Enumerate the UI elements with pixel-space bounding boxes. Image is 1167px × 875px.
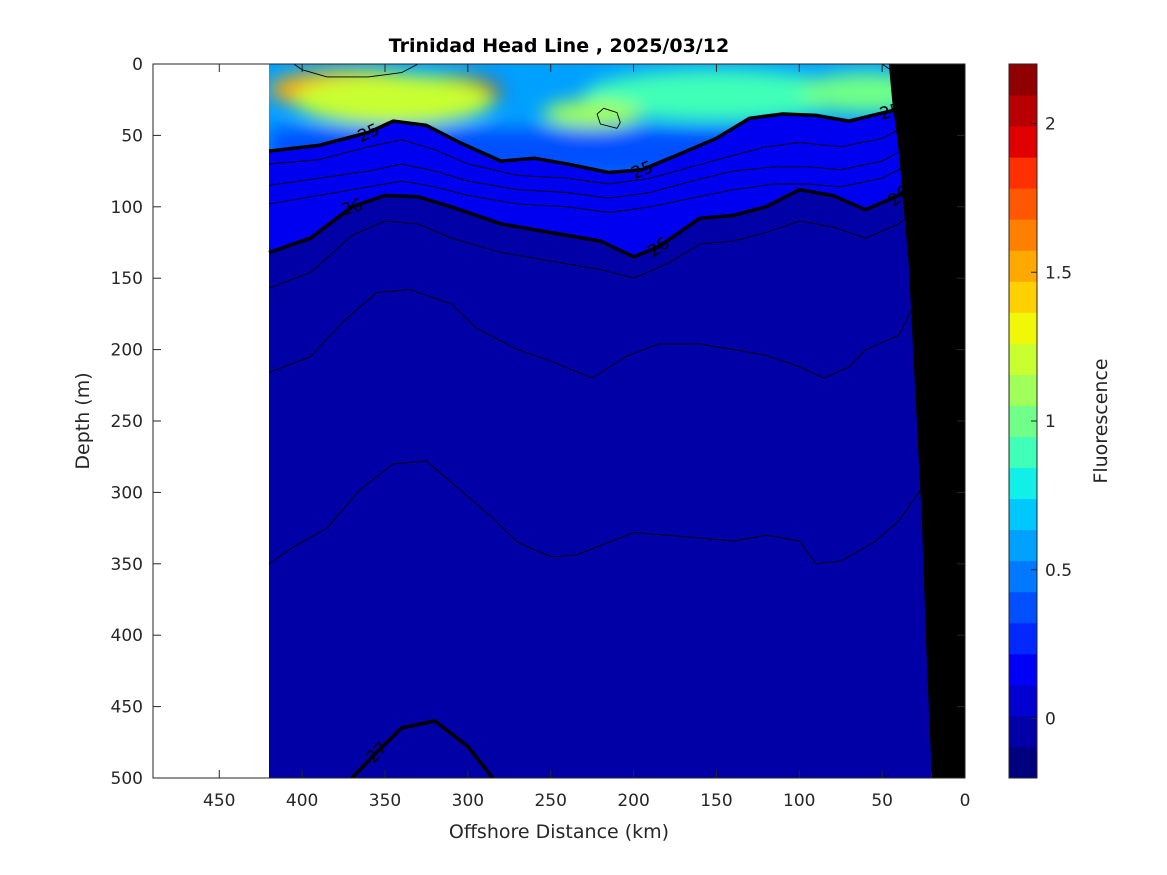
isopycnal-line	[268, 186, 933, 289]
colorbar-swatch	[1009, 436, 1037, 469]
x-tick-label: 50	[871, 791, 893, 811]
pycnocline-band	[269, 92, 932, 257]
fluorescence-patch	[293, 73, 493, 126]
isopycnal-line	[268, 157, 934, 259]
isopycnal-line	[268, 146, 933, 213]
colorbar-swatch	[1009, 250, 1037, 282]
x-tick-label: 350	[369, 791, 401, 811]
colorbar-swatch	[1009, 64, 1037, 96]
colorbar-tick-label: 1.5	[1045, 263, 1072, 283]
x-axis: 450 400 350 300 250 200 150 100 50 0	[203, 64, 970, 811]
y-axis-label: Depth (m)	[72, 372, 94, 469]
y-tick-label: 250	[111, 412, 143, 432]
colorbar-swatch	[1009, 95, 1037, 127]
x-tick-label: 200	[617, 791, 649, 811]
colorbar-swatch	[1009, 746, 1037, 779]
y-tick-label: 150	[111, 269, 143, 289]
x-tick-label: 300	[452, 791, 484, 811]
colorbar-tick-label: 2	[1045, 115, 1056, 135]
colorbar-tick-label: 1	[1045, 412, 1056, 432]
colorbar-swatch	[1009, 312, 1037, 344]
isopycnal-line	[268, 91, 933, 175]
x-tick-label: 150	[700, 791, 732, 811]
isopycnal-line	[268, 106, 933, 185]
y-tick-label: 500	[111, 769, 143, 789]
colorbar-label: Fluorescence	[1090, 358, 1112, 483]
y-tick-label: 300	[111, 483, 143, 503]
bathymetry	[888, 64, 965, 778]
colorbar-swatch	[1009, 560, 1037, 593]
y-tick-label: 350	[111, 555, 143, 575]
isopycnal-line	[268, 263, 933, 379]
colorbar-swatch	[1009, 219, 1037, 251]
colorbar-swatch	[1009, 343, 1037, 375]
x-tick-label: 100	[783, 791, 815, 811]
subsurface-layer	[269, 92, 932, 257]
y-tick-label: 200	[111, 341, 143, 361]
isopycnal-line	[268, 127, 933, 199]
colorbar-tick-label: 0.5	[1045, 561, 1072, 581]
colorbar-swatch	[1009, 374, 1037, 406]
colorbar	[1009, 64, 1037, 779]
y-axis: 0 50 100 150 200 250 300 350 400 450 500	[111, 55, 965, 789]
y-tick-label: 100	[111, 198, 143, 218]
colorbar-swatch	[1009, 467, 1037, 500]
colorbar-swatch	[1009, 498, 1037, 531]
x-axis-label: Offshore Distance (km)	[449, 821, 669, 843]
x-tick-label: 250	[534, 791, 566, 811]
y-tick-label: 400	[111, 626, 143, 646]
colorbar-swatch	[1009, 715, 1037, 748]
colorbar-swatch	[1009, 281, 1037, 313]
colorbar-swatch	[1009, 653, 1037, 686]
colorbar-swatch	[1009, 684, 1037, 717]
colorbar-swatch	[1009, 622, 1037, 655]
fluorescence-patch	[583, 69, 849, 122]
seafloor	[888, 64, 965, 778]
colorbar-axis: 0 0.5 1 1.5 2	[1031, 115, 1072, 730]
fluorescence-contour	[596, 107, 621, 129]
y-tick-label: 0	[132, 55, 143, 75]
fluorescence-contour	[293, 64, 419, 78]
colorbar-swatch	[1009, 188, 1037, 220]
colorbar-swatch	[1009, 157, 1037, 189]
y-tick-label: 50	[121, 126, 143, 146]
colorbar-tick-label: 0	[1045, 710, 1056, 730]
x-tick-label: 0	[960, 791, 971, 811]
isopycnal-line	[350, 719, 495, 778]
x-tick-label: 400	[286, 791, 318, 811]
colorbar-swatch	[1009, 591, 1037, 624]
colorbar-swatch	[1009, 529, 1037, 562]
fluorescence-patch	[542, 99, 642, 129]
y-tick-label: 450	[111, 698, 143, 718]
chart-title: Trinidad Head Line , 2025/03/12	[389, 35, 729, 57]
x-tick-label: 450	[203, 791, 235, 811]
isopycnal-line	[268, 460, 933, 565]
colorbar-swatch	[1009, 126, 1037, 158]
